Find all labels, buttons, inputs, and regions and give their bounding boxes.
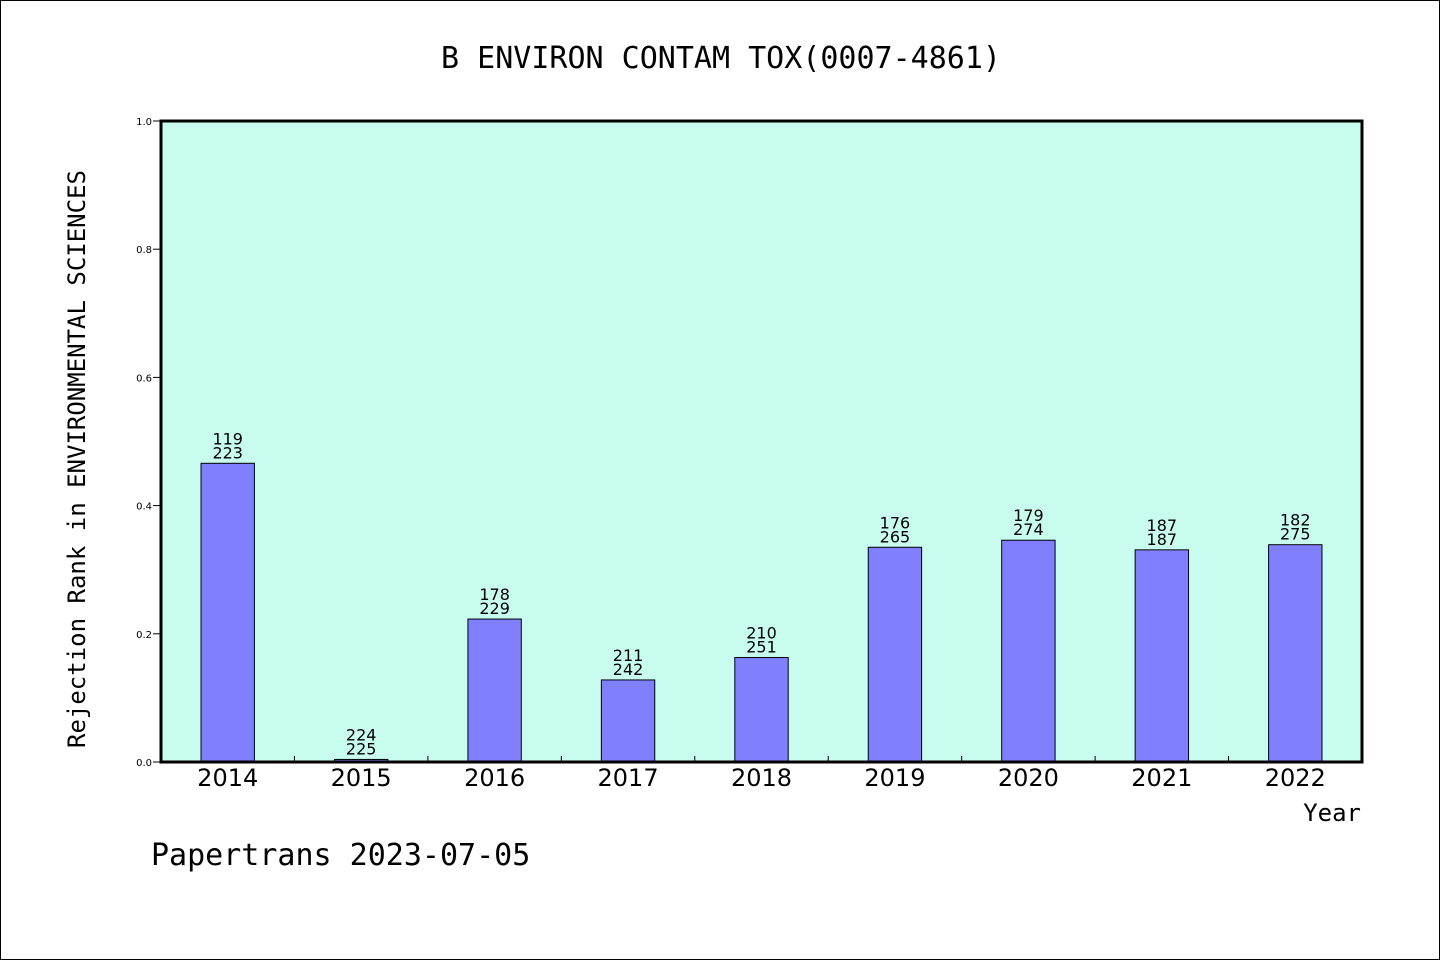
bar-label-top: 187 — [1147, 516, 1178, 535]
bar-label-bottom: 265 — [880, 527, 911, 546]
plot-border — [159, 119, 1364, 764]
bar-2019 — [867, 546, 923, 763]
x-tick-label: 2016 — [464, 764, 525, 792]
bar-label-top: 210 — [746, 624, 777, 643]
x-tick-label: 2019 — [864, 764, 925, 792]
bar-label-top: 182 — [1280, 511, 1311, 530]
bar-label-top: 224 — [346, 725, 377, 744]
bar-2022 — [1268, 544, 1323, 763]
bar-2021 — [1134, 549, 1190, 763]
bar-label-bottom: 275 — [1280, 525, 1311, 544]
x-tick-label: 2022 — [1265, 764, 1326, 792]
x-tick-label: 2021 — [1131, 764, 1192, 792]
y-axis: 0.0 0.2 0.4 0.6 0.8 1.0 — [136, 117, 161, 769]
y-tick-label: 1.0 — [136, 117, 152, 128]
x-axis: 2014 2015 2016 2017 2018 2019 2020 2021 2022 — [197, 756, 1326, 792]
x-tick-label: 2018 — [731, 764, 792, 792]
bar-label-bottom: 251 — [746, 638, 777, 657]
footer-text: Papertrans 2023-07-05 — [151, 838, 530, 873]
bar-label-top: 176 — [880, 513, 911, 532]
bars-group — [200, 462, 1323, 763]
bar-2020 — [1001, 539, 1056, 763]
bar-2016 — [467, 618, 522, 763]
y-tick-label: 0.6 — [136, 373, 152, 384]
bar-label-top: 211 — [613, 646, 644, 665]
bar-label-bottom: 223 — [212, 443, 243, 462]
bar-label-bottom: 225 — [346, 739, 377, 758]
y-tick-label: 0.2 — [136, 630, 152, 641]
x-axis-title: Year — [1303, 799, 1361, 827]
bar-2014 — [200, 462, 255, 763]
x-tick-label: 2014 — [197, 764, 258, 792]
x-tick-label: 2020 — [998, 764, 1059, 792]
bar-label-top: 178 — [479, 585, 510, 604]
bar-label-top: 119 — [212, 429, 243, 448]
y-tick-label: 0.4 — [136, 502, 152, 513]
bar-label-bottom: 242 — [613, 660, 644, 679]
y-tick-label: 0.0 — [136, 758, 152, 769]
y-axis-title: Rejection Rank in ENVIRONMENTAL SCIENCES — [63, 170, 91, 748]
x-tick-label: 2015 — [331, 764, 392, 792]
bar-labels-group: 1192232242251782292112422102511762651792… — [212, 429, 1310, 758]
bar-2018 — [734, 657, 789, 763]
y-tick-label: 0.8 — [136, 245, 152, 256]
x-tick-label: 2017 — [598, 764, 659, 792]
bar-label-bottom: 229 — [479, 599, 510, 618]
bar-2017 — [600, 679, 656, 763]
bar-label-bottom: 187 — [1147, 530, 1178, 549]
bar-label-bottom: 274 — [1013, 520, 1044, 539]
bar-label-top: 179 — [1013, 506, 1044, 525]
chart-title: B ENVIRON CONTAM TOX(0007-4861) — [441, 41, 1001, 76]
